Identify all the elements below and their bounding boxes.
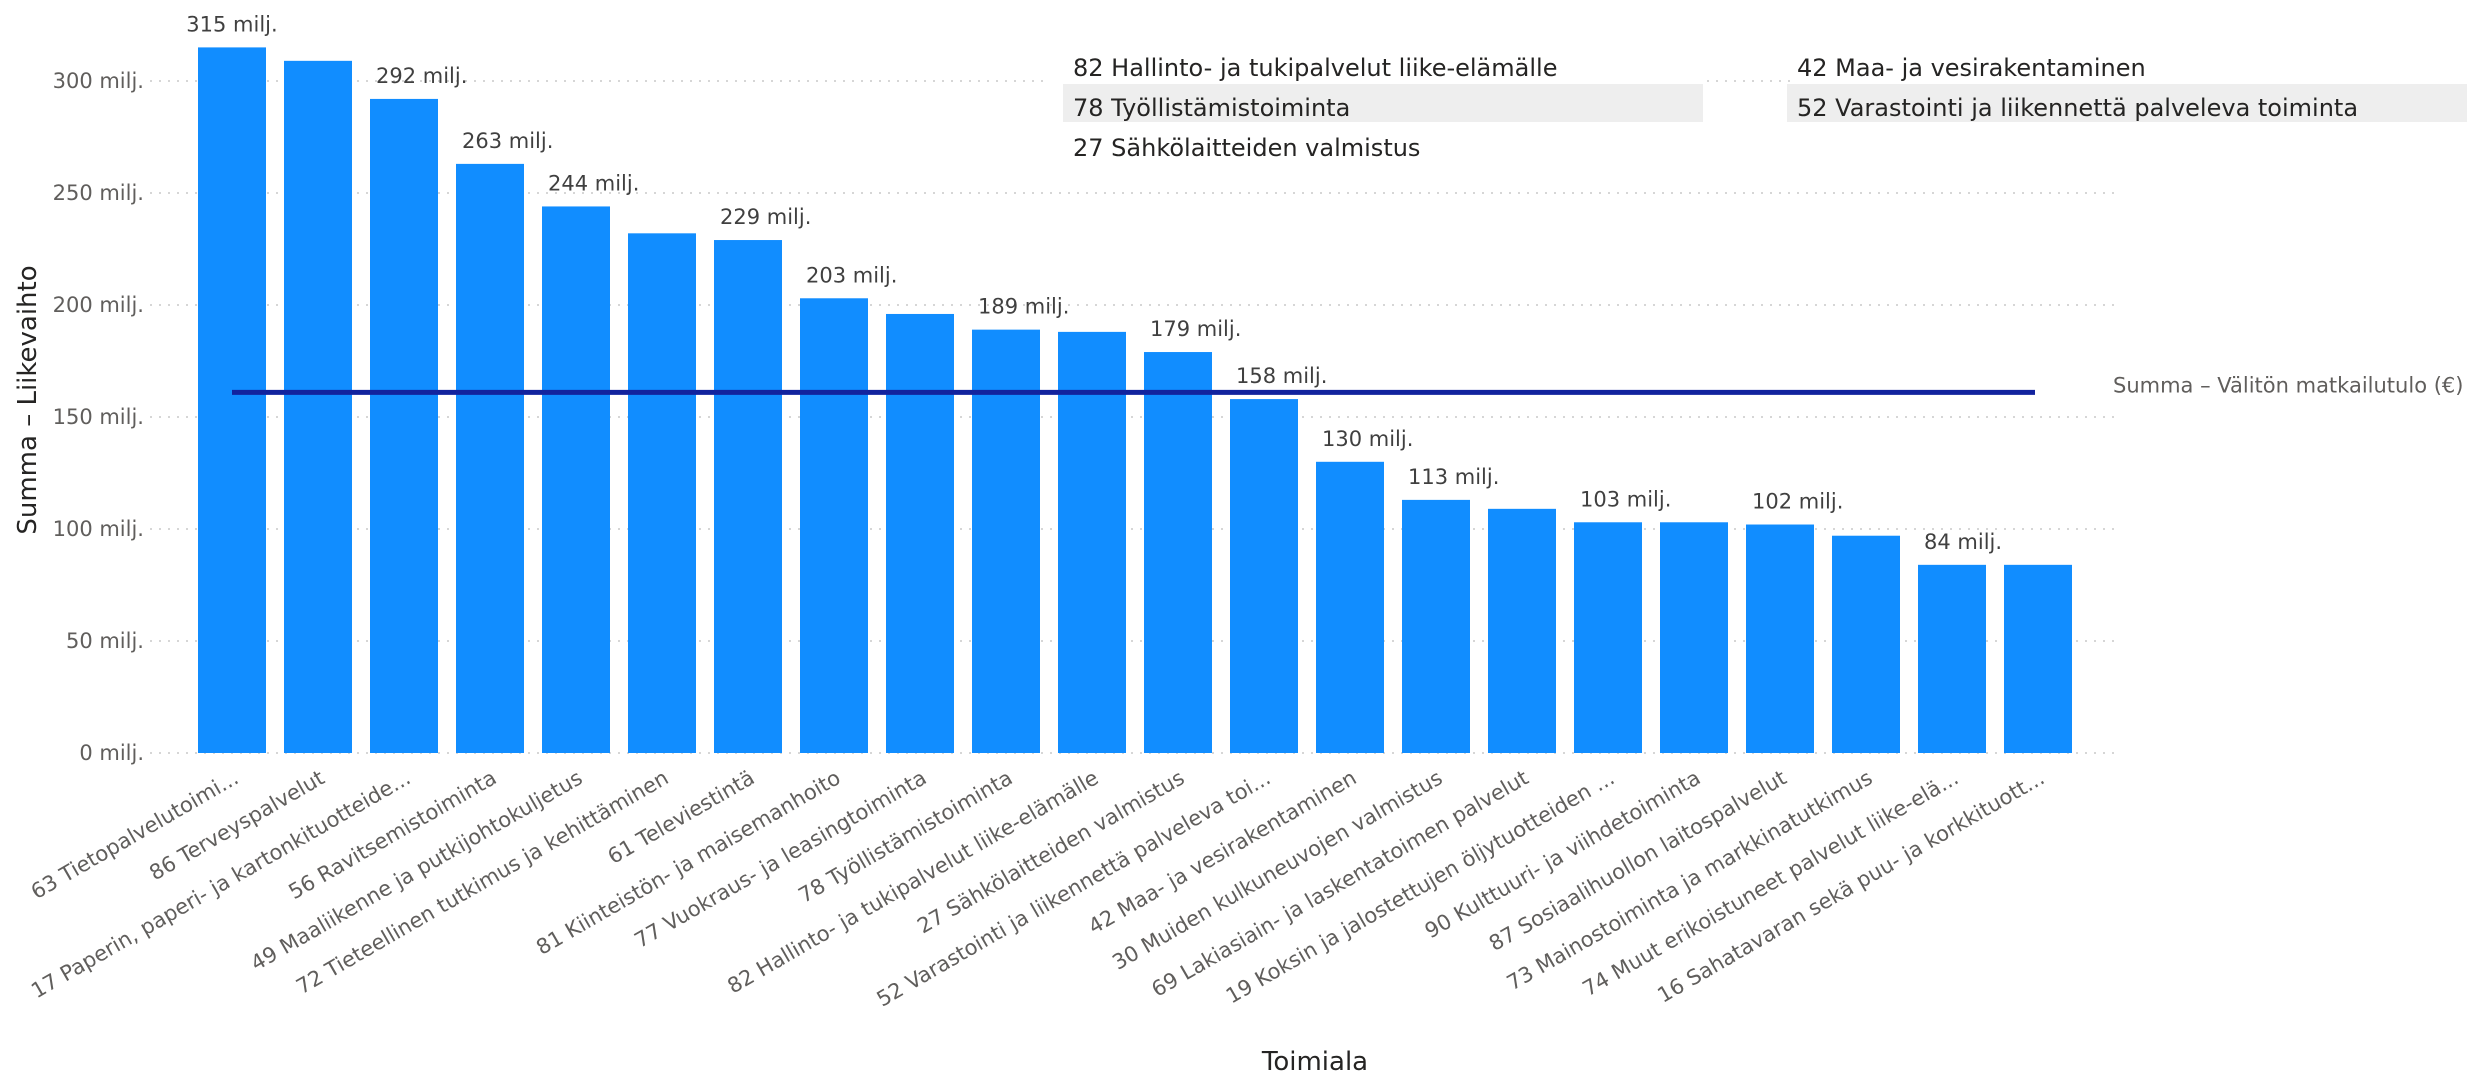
bar <box>2004 564 2072 753</box>
y-tick-label: 200 milj. <box>53 293 144 317</box>
y-tick-label: 250 milj. <box>53 181 144 205</box>
y-tick-label: 100 milj. <box>53 517 144 541</box>
bar <box>1574 522 1642 753</box>
data-label: 244 milj. <box>548 171 639 195</box>
y-axis-ticks: 0 milj. 50 milj. 100 milj. 150 milj. 200 mil… <box>53 69 144 765</box>
bar <box>1746 524 1814 753</box>
x-axis-ticks: 63 Tietopalvelutoimi...86 Terveyspalvelu… <box>27 766 2049 1012</box>
bar <box>1144 352 1212 753</box>
bar <box>456 163 524 753</box>
legend-item-col1: 78 Työllistämistoiminta <box>1073 94 1350 122</box>
bar <box>1402 499 1470 753</box>
data-label: 84 milj. <box>1924 530 2002 554</box>
bar <box>628 233 696 753</box>
bar <box>972 329 1040 753</box>
data-label: 179 milj. <box>1150 317 1241 341</box>
y-tick-label: 0 milj. <box>79 741 144 765</box>
legend-overlay: 82 Hallinto- ja tukipalvelut liike-elämä… <box>1047 35 2487 175</box>
bar <box>542 206 610 753</box>
bar <box>1058 331 1126 753</box>
legend-highlight <box>1787 84 2467 122</box>
data-label: 229 milj. <box>720 205 811 229</box>
legend-item-col1: 82 Hallinto- ja tukipalvelut liike-elämä… <box>1073 54 1557 82</box>
legend-item-col2: 42 Maa- ja vesirakentaminen <box>1797 54 2146 82</box>
bar <box>284 60 352 753</box>
y-tick-label: 300 milj. <box>53 69 144 93</box>
x-tick-label: 19 Koksin ja jalostettujen öljytuotteide… <box>1222 766 1619 1009</box>
bar <box>800 298 868 753</box>
y-axis-title: Summa – Liikevaihto <box>13 265 43 534</box>
data-label: 263 milj. <box>462 129 553 153</box>
data-label: 158 milj. <box>1236 364 1327 388</box>
bar <box>714 240 782 754</box>
x-axis-title: Toimiala <box>1261 1047 1368 1077</box>
bar <box>370 98 438 754</box>
data-labels: 315 milj. 292 milj. 263 milj. 244 milj. 229 … <box>186 12 2002 553</box>
data-label: 315 milj. <box>186 12 277 36</box>
bar <box>1918 564 1986 753</box>
bars <box>198 47 2072 754</box>
data-label: 103 milj. <box>1580 487 1671 511</box>
x-tick-label: 16 Sahatavaran sekä puu- ja korkkituott.… <box>1653 766 2048 1008</box>
y-tick-label: 50 milj. <box>66 629 144 653</box>
data-label: 130 milj. <box>1322 427 1413 451</box>
data-label: 102 milj. <box>1752 490 1843 514</box>
data-label: 203 milj. <box>806 263 897 287</box>
legend-item-col2: 52 Varastointi ja liikennettä palveleva … <box>1797 94 2358 122</box>
data-label: 113 milj. <box>1408 465 1499 489</box>
bar <box>886 313 954 753</box>
bar <box>1230 399 1298 753</box>
bar <box>1316 461 1384 753</box>
gridlines <box>150 80 2115 754</box>
legend-highlight <box>1063 84 1703 122</box>
y-tick-label: 150 milj. <box>53 405 144 429</box>
data-label: 292 milj. <box>376 64 467 88</box>
bar <box>1832 535 1900 753</box>
reference-line-group: Summa – Välitön matkailutulo (€) <box>232 373 2463 397</box>
bar <box>1488 508 1556 753</box>
bar <box>1660 522 1728 753</box>
reference-line-label: Summa – Välitön matkailutulo (€) <box>2113 373 2463 397</box>
data-label: 189 milj. <box>978 295 1069 319</box>
legend-item-col1: 27 Sähkölaitteiden valmistus <box>1073 134 1420 162</box>
bar <box>198 47 266 753</box>
